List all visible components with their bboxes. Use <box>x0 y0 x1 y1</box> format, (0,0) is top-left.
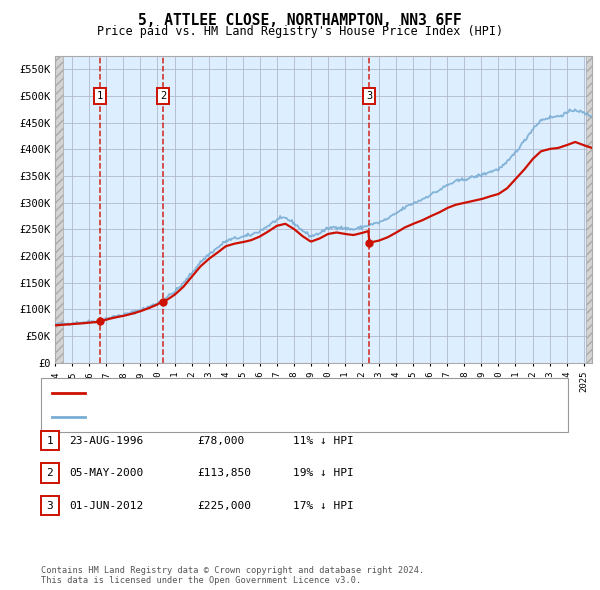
Text: £78,000: £78,000 <box>197 436 244 445</box>
Text: 11% ↓ HPI: 11% ↓ HPI <box>293 436 353 445</box>
Bar <box>55 56 63 363</box>
Text: 2: 2 <box>160 91 166 101</box>
Text: 17% ↓ HPI: 17% ↓ HPI <box>293 501 353 510</box>
Text: Price paid vs. HM Land Registry's House Price Index (HPI): Price paid vs. HM Land Registry's House … <box>97 25 503 38</box>
Text: 3: 3 <box>46 501 53 510</box>
Text: 01-JUN-2012: 01-JUN-2012 <box>70 501 144 510</box>
Text: 3: 3 <box>366 91 372 101</box>
Text: 19% ↓ HPI: 19% ↓ HPI <box>293 468 353 478</box>
Text: 05-MAY-2000: 05-MAY-2000 <box>70 468 144 478</box>
Text: 1: 1 <box>97 91 103 101</box>
Text: 23-AUG-1996: 23-AUG-1996 <box>70 436 144 445</box>
Text: HPI: Average price, detached house, West Northamptonshire: HPI: Average price, detached house, West… <box>91 412 433 422</box>
Bar <box>586 56 592 363</box>
Text: £225,000: £225,000 <box>197 501 251 510</box>
Text: 1: 1 <box>46 436 53 445</box>
Text: 5, ATTLEE CLOSE, NORTHAMPTON, NN3 6FF (detached house): 5, ATTLEE CLOSE, NORTHAMPTON, NN3 6FF (d… <box>91 388 415 398</box>
Text: Contains HM Land Registry data © Crown copyright and database right 2024.
This d: Contains HM Land Registry data © Crown c… <box>41 566 424 585</box>
Text: 2: 2 <box>46 468 53 478</box>
Text: £113,850: £113,850 <box>197 468 251 478</box>
Text: 5, ATTLEE CLOSE, NORTHAMPTON, NN3 6FF: 5, ATTLEE CLOSE, NORTHAMPTON, NN3 6FF <box>138 13 462 28</box>
